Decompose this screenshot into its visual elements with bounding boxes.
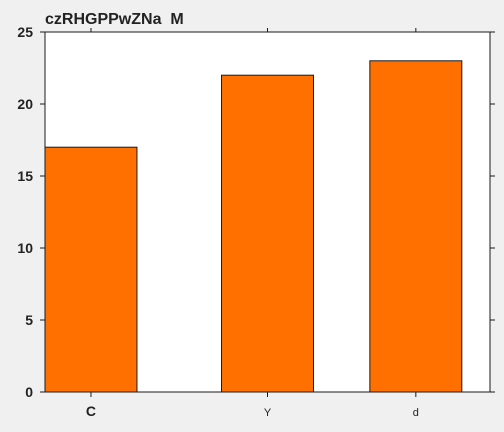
y-tick-label: 10 xyxy=(17,240,33,256)
bar-C xyxy=(44,146,138,393)
y-tick-label: 25 xyxy=(17,24,33,40)
y-tick-label: 5 xyxy=(25,312,33,328)
x-tick-label: d xyxy=(413,407,419,419)
y-tick-label: 20 xyxy=(17,96,33,112)
bar-d xyxy=(369,60,463,393)
x-tick-label: C xyxy=(86,403,96,419)
bar-Y xyxy=(221,74,314,393)
plot-frame xyxy=(44,31,491,393)
x-tick-label: Y xyxy=(264,407,272,419)
y-axis-ticks: 0 5 10 15 20 25 xyxy=(17,24,495,400)
bar-series xyxy=(44,60,463,393)
y-tick-label: 0 xyxy=(25,384,33,400)
chart-title: czRHGPPwZNa M xyxy=(45,11,184,28)
y-tick-label: 15 xyxy=(17,168,33,184)
